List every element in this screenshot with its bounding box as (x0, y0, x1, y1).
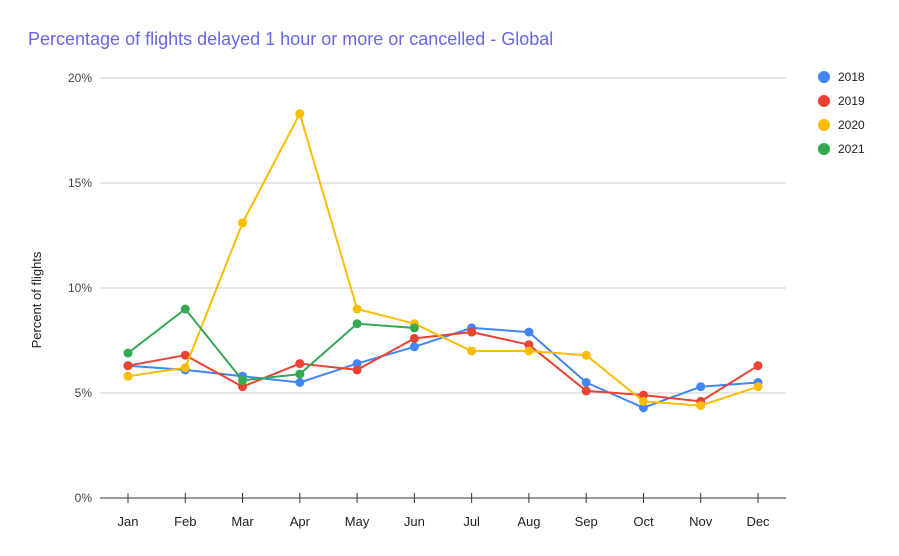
x-tick-label: May (345, 514, 370, 529)
data-point-2021 (409, 323, 419, 333)
data-point-2020 (180, 363, 190, 373)
y-tick-label: 5% (75, 386, 93, 400)
data-point-2018 (581, 378, 591, 387)
data-point-2020 (123, 371, 133, 381)
x-tick-label: Nov (689, 514, 713, 529)
series-line-2020 (127, 112, 759, 407)
legend-label-2019: 2019 (838, 94, 865, 108)
data-point-2020 (238, 218, 248, 228)
x-tick-label: Apr (290, 514, 311, 529)
data-point-2020 (696, 401, 706, 411)
x-tick-label: Jun (404, 514, 425, 529)
data-point-2019 (524, 340, 534, 350)
data-point-2018 (295, 378, 305, 387)
legend-marker-2018 (818, 71, 830, 83)
data-point-2019 (295, 359, 305, 369)
data-point-2019 (180, 350, 190, 360)
data-point-2018 (638, 403, 648, 413)
data-point-2019 (638, 390, 648, 400)
data-point-2018 (352, 359, 362, 369)
data-point-2019 (467, 327, 477, 337)
x-tick-label: Aug (517, 514, 540, 529)
data-point-2018 (524, 327, 534, 337)
data-point-2021 (123, 348, 133, 358)
legend-marker-2020 (818, 119, 830, 131)
y-tick-label: 0% (75, 491, 93, 505)
data-point-2019 (238, 382, 248, 392)
data-point-2019 (581, 386, 591, 396)
data-point-2020 (352, 304, 362, 314)
data-point-2020 (638, 396, 648, 406)
x-tick-label: Mar (231, 514, 254, 529)
data-point-2021 (295, 369, 305, 379)
data-point-2020 (581, 350, 591, 360)
legend-label-2020: 2020 (838, 118, 865, 132)
legend-marker-2019 (818, 95, 830, 107)
y-tick-label: 10% (68, 281, 92, 295)
legend-label-2021: 2021 (838, 142, 865, 156)
data-point-2020 (295, 109, 305, 119)
series-line-2021 (127, 308, 415, 382)
data-point-2018 (409, 342, 419, 352)
data-point-2020 (753, 382, 763, 392)
x-tick-label: Jan (118, 514, 139, 529)
data-point-2019 (409, 333, 419, 343)
data-point-2021 (352, 319, 362, 329)
data-point-2020 (524, 346, 534, 356)
y-tick-label: 15% (68, 176, 92, 190)
data-point-2019 (352, 365, 362, 375)
series-line-2019 (127, 331, 759, 403)
x-tick-label: Dec (746, 514, 770, 529)
data-point-2020 (467, 346, 477, 356)
legend-marker-2021 (818, 143, 830, 155)
x-tick-label: Sep (575, 514, 598, 529)
data-point-2021 (180, 304, 190, 314)
data-point-2019 (123, 361, 133, 371)
y-axis-label: Percent of flights (29, 251, 44, 348)
data-point-2019 (753, 361, 763, 371)
x-tick-label: Oct (633, 514, 654, 529)
legend-label-2018: 2018 (838, 70, 865, 84)
series-line-2018 (127, 326, 759, 409)
y-tick-label: 20% (68, 71, 92, 85)
data-point-2021 (238, 375, 248, 385)
x-tick-label: Feb (174, 514, 196, 529)
data-point-2018 (696, 382, 706, 392)
x-tick-label: Jul (463, 514, 480, 529)
chart-title: Percentage of flights delayed 1 hour or … (28, 29, 554, 49)
